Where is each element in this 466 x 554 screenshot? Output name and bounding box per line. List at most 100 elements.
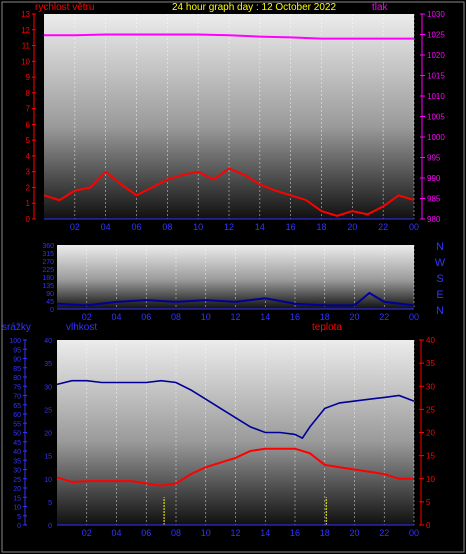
time-tick-label: 16 xyxy=(286,222,296,232)
wind-direction-tick-label: 225 xyxy=(42,267,54,274)
time-tick-label: 06 xyxy=(131,222,141,232)
rain-tick-label: 55 xyxy=(13,421,21,428)
time-tick-label: 04 xyxy=(101,222,111,232)
wind-speed-tick-label: 13 xyxy=(21,10,30,19)
pressure-line xyxy=(44,33,414,40)
time-tick-label: 18 xyxy=(320,312,330,322)
rain-tick-label: 50 xyxy=(13,431,21,438)
compass-direction-label: E xyxy=(436,289,443,301)
pressure-tick-label: 1015 xyxy=(427,72,445,81)
wind-speed-tick-label: 0 xyxy=(26,215,31,224)
time-tick-label: 06 xyxy=(141,528,151,538)
temperature-tick-label: 30 xyxy=(426,382,435,391)
humidity-tick-label: 10 xyxy=(44,477,52,484)
time-tick-label: 14 xyxy=(260,528,270,538)
wind-speed-tick-label: 4 xyxy=(26,152,31,161)
compass-direction-label: W xyxy=(435,257,446,269)
time-tick-label: 22 xyxy=(378,222,388,232)
humidity-tick-label: 5 xyxy=(48,500,52,507)
time-tick-label: 20 xyxy=(349,528,359,538)
compass-direction-label: N xyxy=(436,241,444,253)
pressure-tick-label: 980 xyxy=(427,215,441,224)
pressure-tick-label: 995 xyxy=(427,154,441,163)
wind-speed-line xyxy=(43,167,415,217)
time-tick-label: 18 xyxy=(316,222,326,232)
wind-direction-tick-label: 135 xyxy=(42,283,54,290)
rain-tick-label: 25 xyxy=(13,477,21,484)
time-tick-label: 00 xyxy=(409,528,419,538)
wind-speed-tick-label: 11 xyxy=(22,42,31,51)
time-tick-label: 08 xyxy=(171,312,181,322)
temperature-axis-label: teplota xyxy=(312,322,342,333)
time-tick-label: 04 xyxy=(111,528,121,538)
rain-tick-label: 100 xyxy=(9,338,21,345)
time-tick-label: 14 xyxy=(255,222,265,232)
humidity-tick-label: 0 xyxy=(48,523,52,530)
wind-speed-tick-label: 5 xyxy=(26,136,31,145)
temperature-tick-label: 5 xyxy=(426,498,431,507)
rain-tick-label: 70 xyxy=(13,394,21,401)
wind-speed-tick-label: 3 xyxy=(26,168,31,177)
time-tick-label: 18 xyxy=(320,528,330,538)
time-tick-label: 02 xyxy=(82,312,92,322)
time-tick-label: 06 xyxy=(141,312,151,322)
wind-direction-tick-label: 315 xyxy=(42,251,54,258)
time-tick-label: 10 xyxy=(193,222,203,232)
rain-tick-label: 40 xyxy=(13,449,21,456)
time-tick-label: 00 xyxy=(409,222,419,232)
pressure-tick-label: 1025 xyxy=(427,31,445,40)
wind-speed-tick-label: 1 xyxy=(26,199,31,208)
temperature-tick-label: 35 xyxy=(426,359,435,368)
humidity-tick-label: 20 xyxy=(44,431,52,438)
time-tick-label: 10 xyxy=(201,528,211,538)
time-tick-label: 12 xyxy=(230,312,240,322)
wind-speed-tick-label: 7 xyxy=(26,105,31,114)
rain-tick-label: 80 xyxy=(13,375,21,382)
humidity-tick-label: 30 xyxy=(44,384,52,391)
rain-tick-label: 35 xyxy=(13,458,21,465)
rain-tick-label: 15 xyxy=(13,495,21,502)
wind-speed-tick-label: 2 xyxy=(26,183,31,192)
wind-speed-tick-label: 12 xyxy=(21,26,30,35)
temperature-tick-label: 10 xyxy=(426,475,435,484)
time-tick-label: 10 xyxy=(201,312,211,322)
wind-speed-axis-label: rychlost větru xyxy=(35,2,94,13)
compass-direction-label: N xyxy=(436,305,444,317)
humidity-tick-label: 35 xyxy=(44,361,52,368)
wind-direction-tick-label: 45 xyxy=(46,299,54,306)
wind-speed-tick-label: 8 xyxy=(26,89,31,98)
humidity-tick-label: 25 xyxy=(44,407,52,414)
pressure-axis-label: tlak xyxy=(372,2,389,13)
time-tick-label: 16 xyxy=(290,312,300,322)
temperature-tick-label: 25 xyxy=(426,405,435,414)
time-tick-label: 04 xyxy=(111,312,121,322)
time-tick-label: 12 xyxy=(224,222,234,232)
time-tick-label: 00 xyxy=(409,312,419,322)
rain-tick-label: 65 xyxy=(13,403,21,410)
time-tick-label: 14 xyxy=(260,312,270,322)
wind-speed-tick-label: 9 xyxy=(26,73,31,82)
compass-direction-label: S xyxy=(436,273,443,285)
rain-tick-label: 60 xyxy=(13,412,21,419)
wind-direction-tick-label: 180 xyxy=(42,275,54,282)
wind-direction-tick-label: 270 xyxy=(42,259,54,266)
time-tick-label: 02 xyxy=(82,528,92,538)
temperature-tick-label: 40 xyxy=(426,336,435,345)
rain-tick-label: 20 xyxy=(13,486,21,493)
time-tick-label: 22 xyxy=(379,528,389,538)
time-tick-label: 12 xyxy=(230,528,240,538)
wind-direction-tick-label: 90 xyxy=(46,291,54,298)
chart-title: 24 hour graph day : 12 October 2022 xyxy=(172,2,336,13)
rain-axis-label: srážky xyxy=(2,322,31,333)
wind-direction-tick-label: 0 xyxy=(50,307,54,314)
rain-tick-label: 0 xyxy=(17,523,21,530)
humidity-axis-label: vlhkost xyxy=(66,322,97,333)
pressure-tick-label: 1005 xyxy=(427,113,445,122)
rain-tick-label: 5 xyxy=(17,514,21,521)
rain-tick-label: 95 xyxy=(13,347,21,354)
humidity-tick-label: 40 xyxy=(44,338,52,345)
time-tick-label: 20 xyxy=(347,222,357,232)
time-tick-label: 02 xyxy=(70,222,80,232)
